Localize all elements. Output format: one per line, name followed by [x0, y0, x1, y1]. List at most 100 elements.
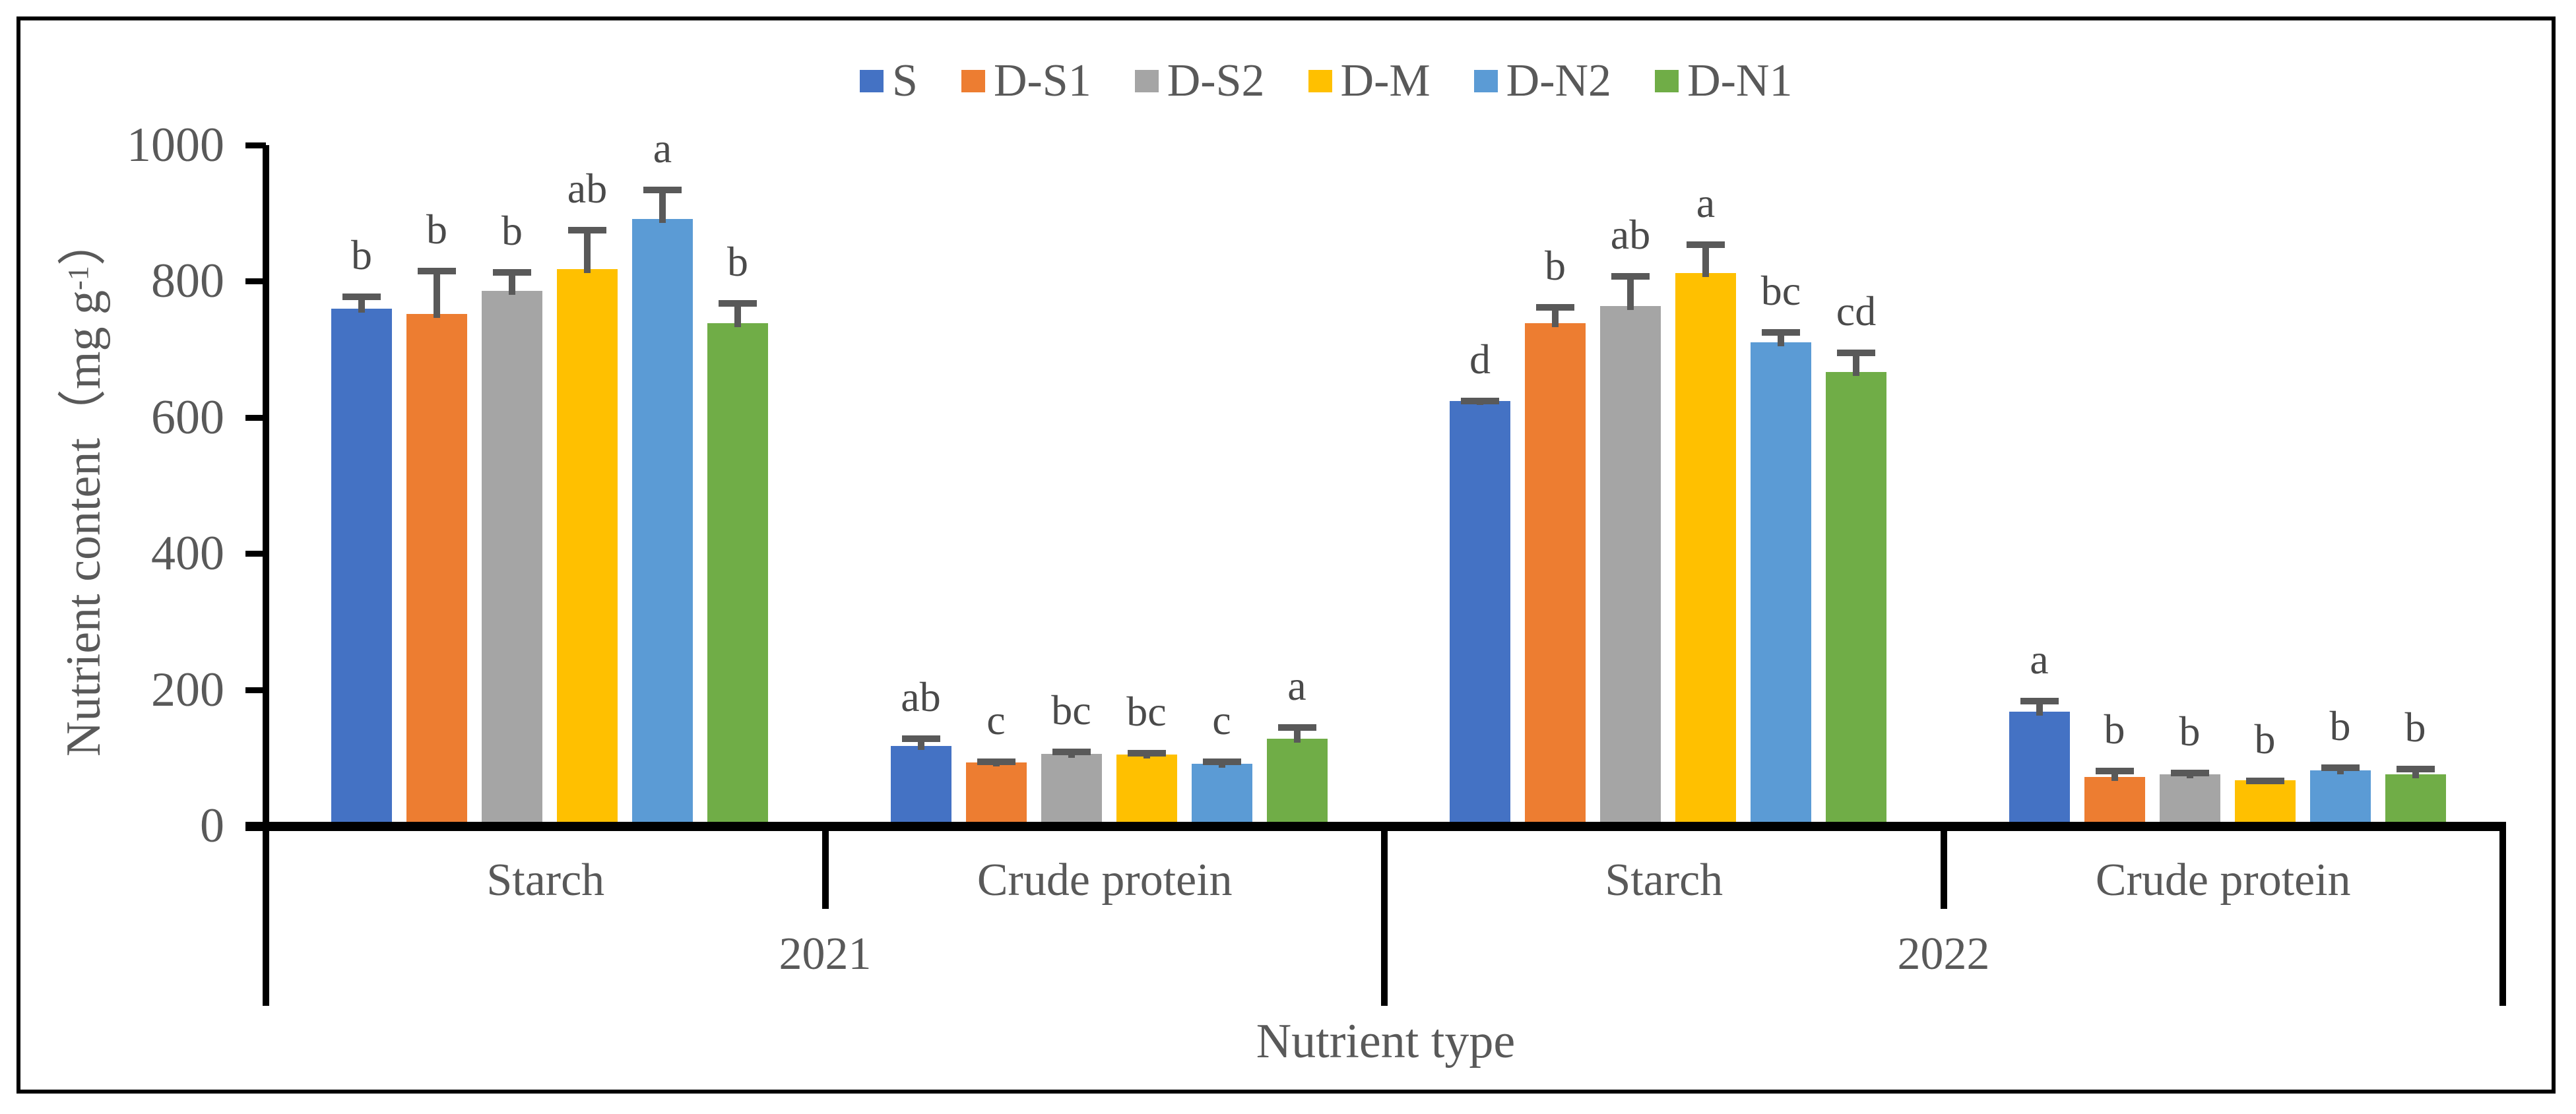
- error-bar-cap: [2321, 764, 2360, 772]
- error-bar-stem: [509, 268, 515, 295]
- significance-letter: d: [1469, 335, 1491, 383]
- error-bar-cap: [977, 758, 1015, 765]
- significance-letter: a: [1696, 179, 1716, 226]
- bar-D-S2-3: [2159, 774, 2220, 827]
- legend-label: S: [892, 55, 918, 106]
- legend-swatch-icon: [860, 70, 884, 92]
- legend-label: D-M: [1340, 55, 1431, 106]
- category-label: Starch: [1605, 855, 1723, 906]
- significance-letter: ab: [567, 164, 608, 212]
- bar-S-1: [890, 746, 951, 827]
- significance-letter: b: [2104, 706, 2125, 753]
- bar-D-S1-2: [1525, 323, 1586, 827]
- legend-swatch-icon: [1308, 70, 1332, 92]
- error-bar-cap: [1052, 749, 1091, 756]
- legend-item-d-s1: D-S1: [961, 58, 1091, 104]
- category-label: Crude protein: [2095, 855, 2351, 906]
- y-axis-tick-label: 0: [200, 799, 224, 853]
- bar-D-S2-1: [1041, 753, 1102, 827]
- legend-item-d-n2: D-N2: [1473, 55, 1612, 106]
- bar-D-S2-2: [1600, 305, 1661, 827]
- error-bar-cap: [1461, 397, 1499, 404]
- legend-label: D-S1: [993, 55, 1091, 106]
- bar-S-3: [2009, 711, 2070, 827]
- year-label: 2021: [779, 929, 872, 979]
- y-axis-title: Nutrient content（mg g-1）: [51, 124, 111, 850]
- significance-letter: b: [2404, 704, 2426, 751]
- y-axis-tick-label: 1000: [127, 118, 224, 172]
- significance-letter: c: [986, 696, 1006, 743]
- year-section-divider: [2499, 826, 2506, 1006]
- x-axis-title: Nutrient type: [1256, 1014, 1516, 1068]
- x-axis-line: [245, 822, 2506, 831]
- bar-D-N1-3: [2385, 774, 2446, 827]
- legend-item-d-n1: D-N1: [1655, 58, 1792, 104]
- error-bar-cap: [1127, 750, 1166, 757]
- y-axis-tick-label: 200: [151, 662, 224, 717]
- category-label: Starch: [486, 855, 605, 906]
- error-bar-cap: [1611, 273, 1650, 280]
- significance-letter: bc: [1051, 687, 1091, 734]
- significance-letter: b: [2254, 715, 2276, 762]
- error-bar-cap: [1202, 758, 1241, 765]
- error-bar-stem: [1627, 273, 1634, 310]
- significance-letter: ab: [901, 673, 941, 720]
- error-bar-cap: [2095, 768, 2134, 775]
- bar-S-2: [1450, 401, 1510, 827]
- bar-D-S2-0: [482, 290, 542, 827]
- bar-D-N1-2: [1826, 371, 1886, 827]
- significance-letter: b: [351, 231, 372, 278]
- y-axis-tick-label: 600: [151, 390, 224, 445]
- significance-letter: b: [426, 205, 447, 253]
- error-bar-cap: [2245, 777, 2284, 784]
- y-axis-tick: [245, 687, 266, 693]
- y-axis-tick: [245, 551, 266, 557]
- figure-frame: [16, 16, 2556, 1094]
- error-bar-stem: [1552, 304, 1559, 328]
- category-label: Crude protein: [977, 855, 1233, 906]
- legend-swatch-icon: [961, 70, 985, 92]
- significance-letter: b: [2179, 708, 2201, 755]
- significance-letter: cd: [1836, 287, 1877, 334]
- significance-letter: b: [1545, 242, 1566, 290]
- significance-letter: bc: [1126, 688, 1167, 735]
- error-bar-stem: [659, 186, 666, 224]
- error-bar-cap: [1687, 241, 1725, 248]
- error-bar-stem: [434, 267, 440, 318]
- error-bar-cap: [2020, 697, 2059, 704]
- error-bar-stem: [358, 293, 365, 313]
- error-bar-cap: [719, 300, 757, 307]
- bar-D-M-1: [1116, 754, 1177, 827]
- error-bar-stem: [917, 735, 924, 751]
- significance-letter: b: [2329, 702, 2351, 750]
- legend-item-s: S: [860, 58, 918, 104]
- year-section-divider: [1381, 826, 1388, 1006]
- bar-D-N1-1: [1266, 738, 1328, 827]
- error-bar-stem: [584, 226, 591, 273]
- error-bar-cap: [493, 268, 531, 276]
- year-label: 2022: [1897, 929, 1990, 979]
- legend-label: D-N2: [1506, 55, 1612, 106]
- error-bar-stem: [1778, 328, 1784, 347]
- category-divider: [1940, 826, 1947, 909]
- error-bar-stem: [734, 300, 741, 328]
- significance-letter: bc: [1760, 266, 1801, 314]
- legend-swatch-icon: [1655, 70, 1679, 92]
- significance-letter: ab: [1610, 211, 1651, 259]
- y-axis-tick-label: 400: [151, 526, 224, 581]
- significance-letter: a: [1287, 662, 1306, 710]
- bar-S-0: [331, 308, 392, 827]
- error-bar-stem: [1853, 349, 1859, 376]
- error-bar-cap: [2170, 770, 2209, 777]
- legend-item-d-m: D-M: [1308, 58, 1431, 104]
- significance-letter: c: [1212, 696, 1231, 743]
- legend-label: D-S2: [1167, 55, 1265, 106]
- y-axis-line: [263, 145, 269, 1006]
- error-bar-cap: [342, 293, 381, 300]
- bar-D-M-2: [1675, 273, 1736, 827]
- bar-D-N2-0: [632, 219, 693, 827]
- bar-D-M-3: [2234, 780, 2296, 827]
- legend: S D-S1 D-S2 D-M D-N2 D-N1: [860, 58, 1792, 104]
- error-bar-cap: [418, 267, 456, 274]
